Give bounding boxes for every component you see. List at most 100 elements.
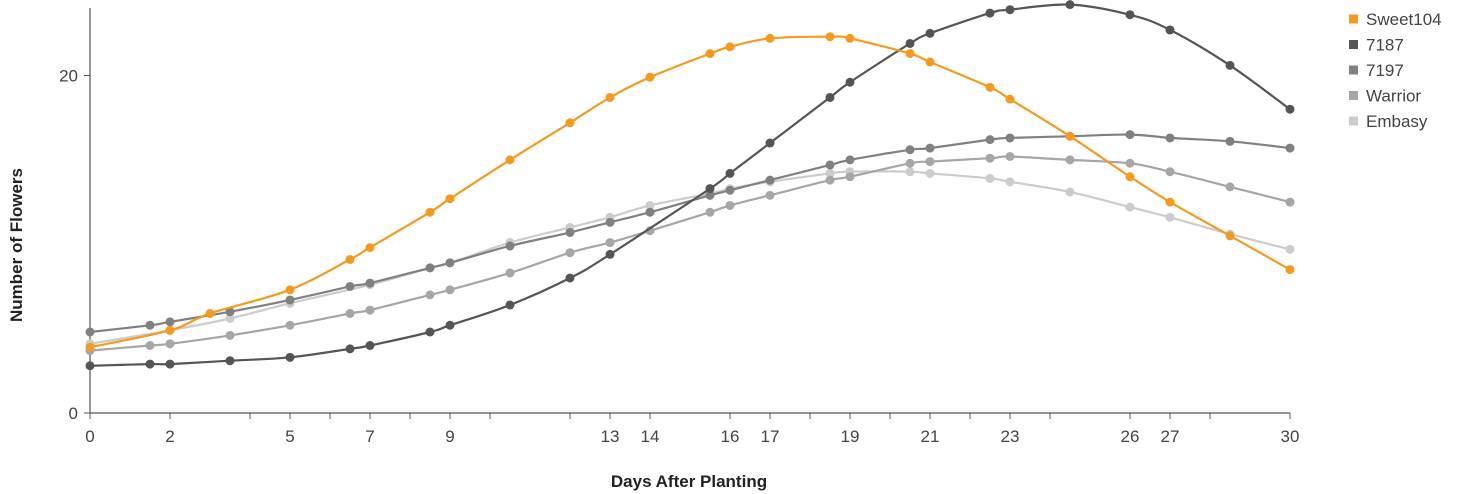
data-point-7197 [765, 175, 775, 185]
data-point-sweet104 [85, 342, 95, 352]
series-warrior [85, 152, 1295, 356]
data-point-7187 [225, 356, 235, 366]
data-point-sweet104 [205, 308, 215, 318]
data-point-7197 [845, 155, 855, 165]
data-point-7187 [705, 184, 715, 194]
data-point-7187 [345, 344, 355, 354]
data-point-sweet104 [445, 194, 455, 204]
data-point-warrior [565, 248, 575, 258]
data-point-sweet104 [765, 33, 775, 43]
series-7187 [85, 0, 1295, 371]
data-point-warrior [905, 158, 915, 168]
data-point-7187 [1065, 0, 1075, 10]
data-point-sweet104 [425, 207, 435, 217]
x-tick-label: 21 [921, 427, 940, 446]
data-point-sweet104 [285, 285, 295, 295]
data-point-7197 [365, 278, 375, 288]
x-tick-label: 17 [761, 427, 780, 446]
data-point-7197 [1225, 136, 1235, 146]
data-point-sweet104 [845, 33, 855, 43]
data-point-7187 [825, 92, 835, 102]
y-axis-ticks: 0 20 [59, 67, 90, 423]
legend-swatch [1349, 14, 1358, 24]
data-point-7197 [1165, 133, 1175, 143]
data-point-warrior [825, 175, 835, 185]
legend-label: Warrior [1366, 87, 1421, 106]
data-point-embasy [905, 167, 915, 177]
x-tick-label: 14 [641, 427, 660, 446]
data-point-sweet104 [165, 325, 175, 335]
data-point-embasy [1065, 187, 1075, 197]
data-point-7187 [1225, 60, 1235, 70]
data-point-warrior [145, 341, 155, 350]
data-point-7197 [565, 227, 575, 237]
data-point-7197 [985, 135, 995, 145]
data-point-7197 [925, 143, 935, 153]
x-tick-label: 0 [85, 427, 94, 446]
data-point-sweet104 [925, 57, 935, 67]
data-point-warrior [425, 290, 435, 300]
data-point-7187 [765, 138, 775, 148]
legend-label: 7187 [1366, 36, 1404, 55]
data-point-sweet104 [985, 82, 995, 92]
legend-swatch [1349, 116, 1358, 126]
data-point-sweet104 [705, 49, 715, 59]
data-point-7197 [285, 295, 295, 305]
x-axis-ticks: 0 2 5 7 9 13 14 16 17 19 21 23 26 27 30 [85, 413, 1299, 446]
data-point-7197 [1005, 133, 1015, 143]
data-point-embasy [1005, 177, 1015, 187]
data-point-sweet104 [725, 42, 735, 52]
data-point-warrior [1065, 155, 1075, 165]
data-point-7187 [445, 320, 455, 330]
data-point-7187 [145, 359, 155, 369]
series-line-embasy [89, 170, 1291, 345]
data-point-7197 [345, 281, 355, 291]
data-point-sweet104 [345, 254, 355, 264]
data-point-7187 [1165, 25, 1175, 35]
data-point-warrior [1165, 167, 1175, 177]
data-point-warrior [365, 305, 375, 315]
data-point-embasy [225, 314, 235, 323]
x-tick-label: 19 [841, 427, 860, 446]
y-axis-title: Number of Flowers [7, 168, 26, 322]
data-point-embasy [1125, 202, 1135, 212]
data-point-7187 [985, 8, 995, 18]
data-point-embasy [985, 173, 995, 183]
legend: Sweet104 7187 7197 Warrior Embasy [1349, 10, 1442, 131]
data-point-warrior [645, 226, 655, 236]
data-point-7197 [725, 185, 735, 195]
x-tick-label: 27 [1161, 427, 1180, 446]
data-point-7187 [925, 28, 935, 38]
x-tick-label: 26 [1121, 427, 1140, 446]
data-point-sweet104 [645, 72, 655, 82]
data-point-sweet104 [565, 118, 575, 128]
data-point-warrior [1005, 152, 1015, 161]
data-point-warrior [225, 330, 235, 340]
data-point-7187 [845, 77, 855, 87]
data-point-7187 [505, 300, 515, 310]
data-point-sweet104 [1125, 172, 1135, 182]
y-tick-label: 20 [59, 67, 78, 86]
series-embasy [85, 167, 1295, 349]
data-point-warrior [505, 268, 515, 278]
data-point-sweet104 [1225, 231, 1235, 241]
x-tick-label: 5 [285, 427, 294, 446]
data-point-7197 [605, 217, 615, 227]
legend-item-embasy: Embasy [1349, 112, 1428, 131]
axes [89, 8, 1290, 414]
data-point-7187 [1125, 10, 1135, 20]
series-line-sweet104 [89, 35, 1291, 349]
data-point-warrior [765, 190, 775, 200]
x-tick-label: 30 [1281, 427, 1300, 446]
series-7197 [85, 130, 1295, 337]
data-point-sweet104 [905, 49, 915, 59]
data-point-7197 [145, 320, 155, 330]
data-point-warrior [705, 207, 715, 217]
data-point-sweet104 [365, 243, 375, 253]
data-point-warrior [345, 308, 355, 318]
data-point-7197 [1125, 130, 1135, 140]
legend-swatch [1349, 65, 1358, 75]
data-point-warrior [445, 285, 455, 295]
data-point-warrior [165, 339, 175, 349]
